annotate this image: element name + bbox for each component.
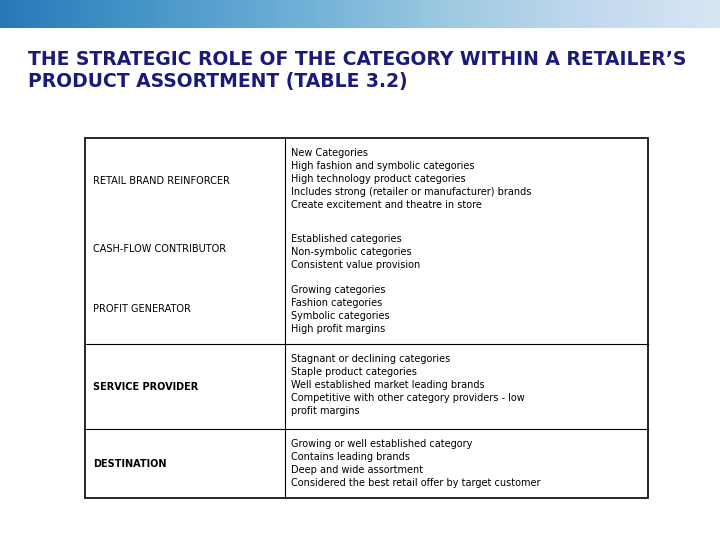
Bar	[85, 138, 648, 498]
Text: High profit margins: High profit margins	[291, 324, 385, 334]
Text: SERVICE PROVIDER: SERVICE PROVIDER	[93, 382, 198, 392]
Text: New Categories: New Categories	[291, 148, 368, 158]
Text: Fashion categories: Fashion categories	[291, 298, 382, 308]
Text: Consistent value provision: Consistent value provision	[291, 260, 420, 269]
Text: Well established market leading brands: Well established market leading brands	[291, 380, 485, 390]
Text: CASH-FLOW CONTRIBUTOR: CASH-FLOW CONTRIBUTOR	[93, 245, 226, 254]
Text: Established categories: Established categories	[291, 234, 402, 244]
Text: Staple product categories: Staple product categories	[291, 367, 417, 377]
Text: High fashion and symbolic categories: High fashion and symbolic categories	[291, 161, 474, 171]
Text: DESTINATION: DESTINATION	[93, 458, 166, 469]
Text: High technology product categories: High technology product categories	[291, 174, 466, 184]
Text: Includes strong (retailer or manufacturer) brands: Includes strong (retailer or manufacture…	[291, 187, 531, 197]
Text: Growing categories: Growing categories	[291, 285, 385, 295]
Text: Stagnant or declining categories: Stagnant or declining categories	[291, 354, 450, 364]
Text: Create excitement and theatre in store: Create excitement and theatre in store	[291, 200, 482, 210]
Text: Symbolic categories: Symbolic categories	[291, 311, 390, 321]
Text: RETAIL BRAND REINFORCER: RETAIL BRAND REINFORCER	[93, 176, 230, 186]
Text: THE STRATEGIC ROLE OF THE CATEGORY WITHIN A RETAILER’S: THE STRATEGIC ROLE OF THE CATEGORY WITHI…	[28, 50, 686, 69]
Text: Deep and wide assortment: Deep and wide assortment	[291, 465, 423, 475]
Text: Non-symbolic categories: Non-symbolic categories	[291, 247, 412, 256]
Text: Considered the best retail offer by target customer: Considered the best retail offer by targ…	[291, 478, 541, 488]
Text: PROFIT GENERATOR: PROFIT GENERATOR	[93, 305, 191, 314]
Text: PRODUCT ASSORTMENT (TABLE 3.2): PRODUCT ASSORTMENT (TABLE 3.2)	[28, 72, 408, 91]
Text: Contains leading brands: Contains leading brands	[291, 453, 410, 462]
Text: Competitive with other category providers - low: Competitive with other category provider…	[291, 393, 525, 403]
Text: profit margins: profit margins	[291, 406, 359, 416]
Text: Growing or well established category: Growing or well established category	[291, 440, 472, 449]
